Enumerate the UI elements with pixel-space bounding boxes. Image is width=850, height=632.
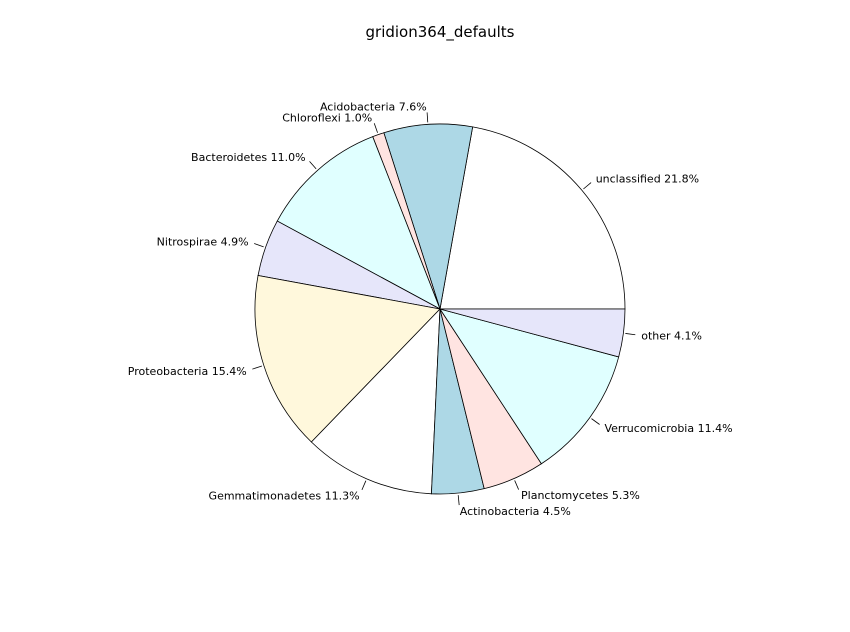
slice-label: Chloroflexi 1.0%: [282, 112, 372, 125]
slice-leader-line: [252, 365, 263, 370]
pie-leaders: [252, 112, 636, 506]
pie-slice: [254, 275, 441, 443]
pie-slice: [276, 136, 441, 310]
slice-label: Gemmatimonadetes 11.3%: [209, 489, 360, 502]
slice-leader-line: [426, 112, 429, 123]
pie-slice: [439, 308, 626, 358]
slice-leader-line: [457, 495, 460, 506]
slice-leader-line: [583, 182, 592, 190]
slice-leader-line: [373, 123, 378, 133]
pie-slices: [254, 123, 626, 495]
slice-leader-line: [625, 333, 636, 336]
slice-leader-line: [309, 161, 317, 170]
slice-label: Verrucomicrobia 11.4%: [604, 422, 732, 435]
slice-label: unclassified 21.8%: [596, 173, 699, 186]
slice-label: Bacteroidetes 11.0%: [191, 151, 306, 164]
slice-label: Actinobacteria 4.5%: [460, 505, 571, 518]
slice-leader-line: [361, 480, 367, 491]
slice-leader-line: [514, 480, 520, 490]
slice-leader-line: [591, 418, 600, 425]
slice-label: Acidobacteria 7.6%: [320, 100, 427, 113]
chart-title: gridion364_defaults: [366, 23, 515, 42]
pie-slice: [439, 308, 620, 465]
slice-label: Nitrospirae 4.9%: [157, 236, 249, 249]
pie-slice: [439, 126, 626, 310]
slice-leader-line: [254, 243, 264, 248]
pie-labels: unclassified 21.8% Acidobacteria 7.6%Chlo…: [128, 100, 733, 518]
slice-label: Proteobacteria 15.4%: [128, 365, 247, 378]
slice-label: other 4.1%: [641, 330, 702, 343]
pie-slice: [310, 307, 441, 495]
slice-label: Planctomycetes 5.3%: [521, 489, 640, 502]
